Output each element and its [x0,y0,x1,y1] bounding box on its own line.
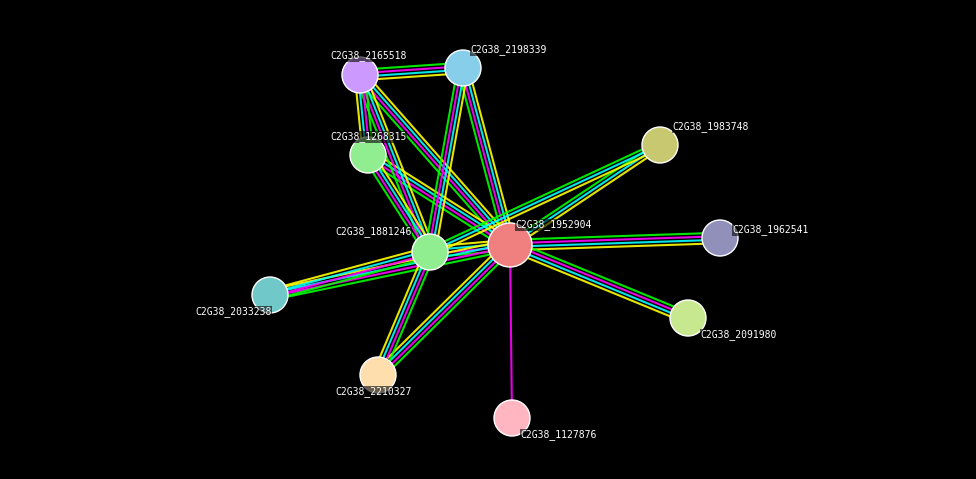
Text: C2G38_1127876: C2G38_1127876 [520,430,596,441]
Circle shape [252,277,288,313]
Circle shape [494,400,530,436]
Text: C2G38_1983748: C2G38_1983748 [672,122,749,133]
Circle shape [642,127,678,163]
Text: C2G38_1952904: C2G38_1952904 [515,219,591,230]
Circle shape [488,223,532,267]
Circle shape [342,57,378,93]
Text: C2G38_2033238: C2G38_2033238 [195,307,271,318]
Text: C2G38_1881246: C2G38_1881246 [335,227,411,238]
Text: C2G38_1268315: C2G38_1268315 [330,132,406,142]
Text: C2G38_2091980: C2G38_2091980 [700,330,776,341]
Text: C2G38_2198339: C2G38_2198339 [470,45,547,56]
Text: C2G38_1962541: C2G38_1962541 [732,225,808,236]
Circle shape [412,234,448,270]
Circle shape [702,220,738,256]
Text: C2G38_2210327: C2G38_2210327 [335,387,411,398]
Circle shape [350,137,386,173]
Circle shape [445,50,481,86]
Text: C2G38_2165518: C2G38_2165518 [330,51,406,61]
Circle shape [360,357,396,393]
Circle shape [670,300,706,336]
